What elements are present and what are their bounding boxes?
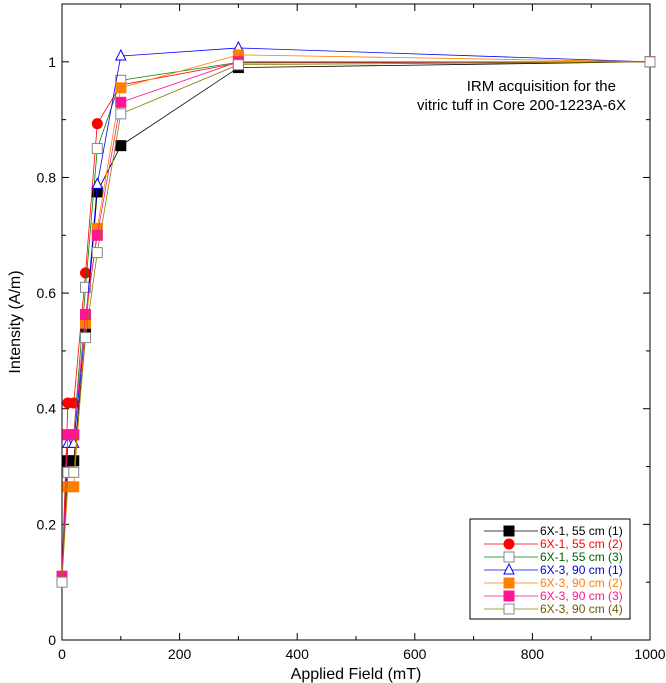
legend-label: 6X-3, 90 cm (2) bbox=[540, 576, 623, 590]
series-4 bbox=[56, 40, 656, 581]
x-tick-label: 600 bbox=[403, 646, 427, 662]
data-point bbox=[644, 56, 656, 68]
series-7 bbox=[56, 56, 656, 588]
y-tick-label: 0.6 bbox=[37, 285, 57, 301]
data-point bbox=[91, 247, 103, 259]
x-tick-label: 1000 bbox=[634, 646, 665, 662]
y-axis-title: Intensity (A/m) bbox=[7, 270, 24, 373]
y-tick-label: 0.8 bbox=[37, 169, 57, 185]
series-line bbox=[61, 47, 651, 577]
data-point bbox=[91, 143, 103, 155]
legend-label: 6X-1, 55 cm (3) bbox=[540, 550, 623, 564]
data-point bbox=[91, 229, 103, 241]
x-tick-label: 200 bbox=[168, 646, 192, 662]
legend-marker bbox=[503, 603, 515, 615]
data-point bbox=[68, 455, 80, 467]
y-tick-label: 0.2 bbox=[37, 516, 57, 532]
legend: 6X-1, 55 cm (1)6X-1, 55 cm (2)6X-1, 55 c… bbox=[469, 518, 631, 620]
series-2 bbox=[56, 56, 656, 582]
series-line bbox=[61, 61, 651, 577]
data-point bbox=[68, 429, 80, 441]
legend-marker bbox=[503, 577, 515, 589]
legend-label: 6X-1, 55 cm (2) bbox=[540, 537, 623, 551]
series-layer bbox=[56, 40, 656, 588]
x-tick-label: 800 bbox=[521, 646, 545, 662]
series-line bbox=[61, 54, 651, 577]
data-point bbox=[115, 140, 127, 152]
data-point bbox=[80, 308, 92, 320]
data-point bbox=[68, 466, 80, 478]
x-tick-label: 0 bbox=[58, 646, 66, 662]
data-point bbox=[91, 118, 103, 130]
data-point bbox=[91, 177, 104, 189]
data-point bbox=[115, 96, 127, 108]
legend-marker bbox=[503, 562, 515, 575]
legend-marker bbox=[503, 551, 515, 563]
data-point bbox=[114, 48, 127, 61]
series-3 bbox=[56, 56, 656, 582]
data-point bbox=[80, 267, 92, 279]
series-6 bbox=[56, 56, 656, 582]
series-line bbox=[61, 61, 650, 577]
data-point bbox=[115, 108, 127, 120]
annotation-line-2: vitric tuff in Core 200-1223A-6X bbox=[417, 97, 626, 114]
y-tick-label: 1 bbox=[48, 54, 56, 70]
annotation-line-1: IRM acquisition for the bbox=[467, 78, 616, 95]
legend-label: 6X-3, 90 cm (4) bbox=[540, 602, 623, 616]
legend-label: 6X-3, 90 cm (3) bbox=[540, 589, 623, 603]
y-tick-label: 0.4 bbox=[37, 401, 57, 417]
data-point bbox=[56, 576, 68, 588]
data-point bbox=[115, 82, 127, 94]
series-line bbox=[61, 61, 651, 583]
y-tick-label: 0 bbox=[48, 632, 56, 648]
series-line bbox=[61, 61, 651, 577]
x-tick-label: 400 bbox=[286, 646, 310, 662]
x-axis-title: Applied Field (mT) bbox=[291, 666, 422, 683]
data-point bbox=[80, 332, 92, 344]
data-point bbox=[68, 481, 80, 493]
legend-marker bbox=[503, 590, 515, 602]
data-point bbox=[80, 281, 92, 293]
data-point bbox=[232, 59, 244, 71]
series-1 bbox=[56, 56, 656, 582]
series-line bbox=[61, 61, 651, 577]
legend-marker bbox=[503, 538, 515, 550]
legend-marker bbox=[503, 525, 515, 537]
legend-label: 6X-3, 90 cm (1) bbox=[540, 563, 623, 577]
legend-box bbox=[469, 518, 631, 620]
series-5 bbox=[56, 49, 656, 582]
legend-label: 6X-1, 55 cm (1) bbox=[540, 524, 623, 538]
x-axis: 0 200 400 600 800 1000 bbox=[58, 4, 666, 662]
